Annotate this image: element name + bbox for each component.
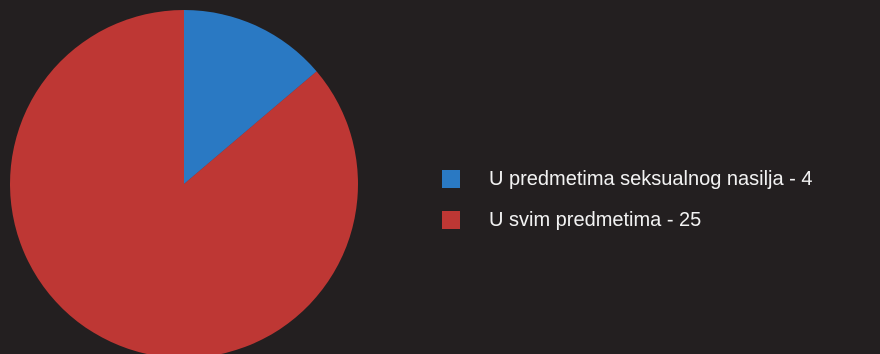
legend-label-sexual-violence: U predmetima seksualnog nasilja - 4	[489, 168, 813, 190]
legend-label-all-cases: U svim predmetima - 25	[489, 209, 702, 231]
legend-swatch-all-cases	[442, 211, 460, 229]
pie-slice-sexual-violence	[184, 10, 317, 184]
legend: U predmetima seksualnog nasilja - 4 U sv…	[442, 168, 813, 250]
pie-slice-all-cases	[10, 10, 358, 354]
legend-item-sexual-violence: U predmetima seksualnog nasilja - 4	[442, 168, 813, 190]
legend-item-all-cases: U svim predmetima - 25	[442, 209, 813, 231]
legend-swatch-sexual-violence	[442, 170, 460, 188]
